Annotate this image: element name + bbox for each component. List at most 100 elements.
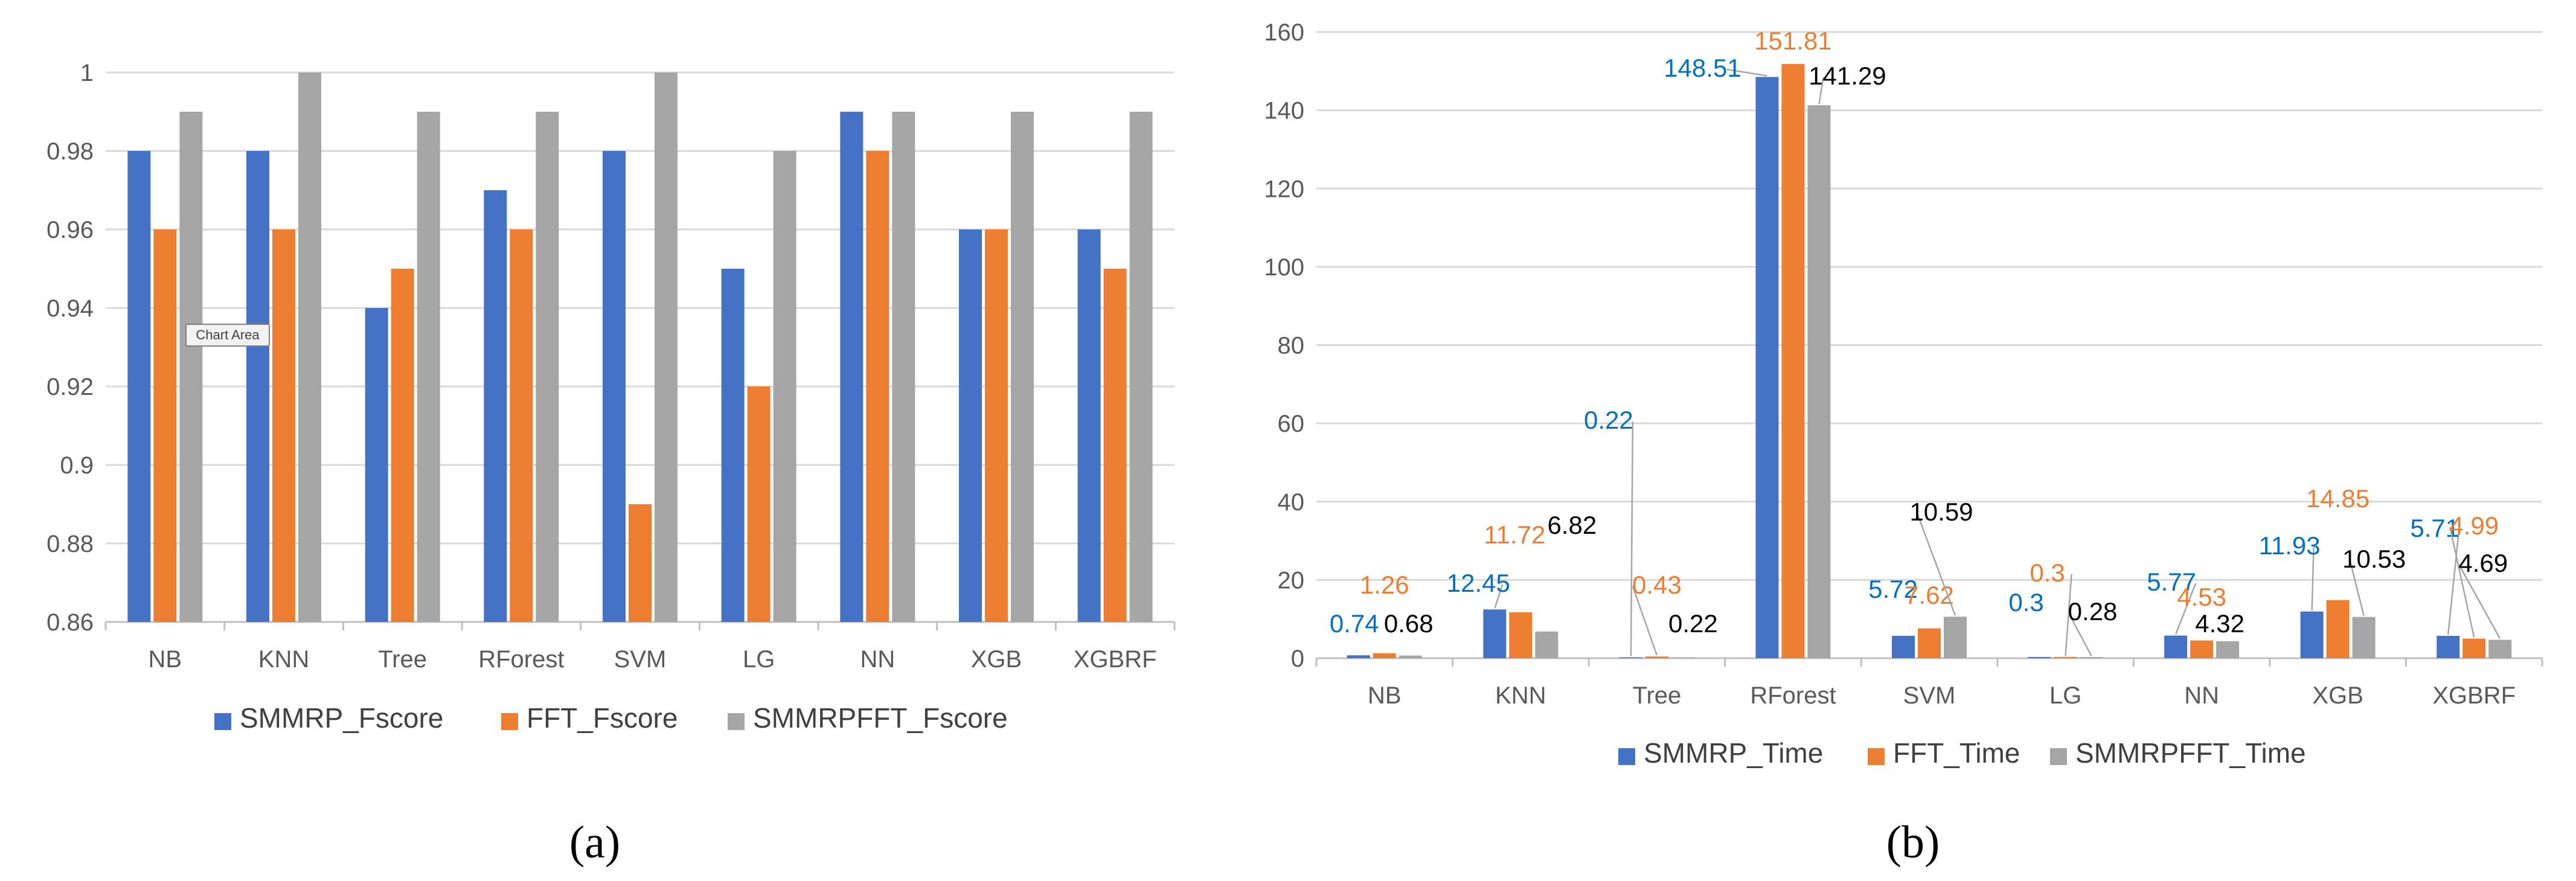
legend-label: SMMRPFFT_Fscore	[753, 702, 1008, 734]
bar	[1011, 112, 1034, 622]
data-label: 10.59	[1909, 498, 1973, 526]
data-label: 5.71	[2410, 514, 2459, 542]
bar	[2080, 657, 2103, 658]
leader-line	[2065, 574, 2072, 656]
y-tick-label: 0.9	[60, 452, 94, 479]
y-tick-label: 40	[1278, 489, 1305, 516]
data-label: 141.29	[1809, 62, 1886, 90]
y-tick-label: 1	[80, 60, 94, 86]
data-label: 0.3	[2008, 588, 2043, 617]
x-tick-label: Tree	[1633, 682, 1682, 709]
bar	[272, 229, 295, 622]
y-tick-label: 160	[1264, 19, 1304, 46]
bar	[840, 112, 863, 622]
y-tick-label: 0.86	[46, 609, 94, 636]
bar	[2054, 657, 2077, 658]
y-tick-label: 0.88	[46, 531, 94, 557]
bar	[1535, 631, 1559, 658]
legend-label: FFT_Fscore	[527, 702, 678, 734]
data-label: 151.81	[1754, 27, 1831, 55]
bar	[153, 229, 177, 622]
data-label: 4.69	[2458, 549, 2508, 577]
data-label: 4.53	[2177, 583, 2226, 611]
chart-area-tooltip-text: Chart Area	[196, 327, 260, 342]
bar	[1755, 77, 1779, 659]
legend-label: SMMRP_Fscore	[240, 702, 443, 734]
data-label: 0.22	[1668, 609, 1718, 638]
legend-label: FFT_Time	[1893, 737, 2020, 769]
y-tick-label: 100	[1264, 254, 1304, 281]
data-label: 0.22	[1584, 406, 1633, 434]
leader-line	[2174, 583, 2197, 635]
x-tick-label: LG	[743, 646, 775, 673]
leader-line	[1632, 586, 1658, 656]
bar	[1918, 628, 1941, 658]
y-tick-label: 80	[1278, 333, 1305, 359]
panel-label: (b)	[1886, 817, 1940, 868]
bar	[892, 112, 915, 622]
x-tick-label: SVM	[1903, 682, 1956, 709]
data-label: 4.99	[2449, 511, 2499, 540]
legend-swatch	[2050, 748, 2067, 765]
data-label: 14.85	[2306, 484, 2369, 513]
x-tick-label: NN	[860, 646, 895, 673]
data-label: 0.74	[1330, 609, 1379, 638]
x-tick-label: XGB	[2312, 682, 2363, 709]
legend-label: SMMRPFFT_Time	[2075, 737, 2306, 769]
data-label: 5.72	[1868, 575, 1918, 603]
bar	[365, 308, 388, 622]
bar	[866, 151, 889, 622]
leader-line	[2068, 612, 2092, 656]
legend-swatch	[728, 713, 745, 730]
bar	[773, 151, 796, 622]
y-tick-label: 120	[1264, 176, 1304, 202]
x-tick-label: NB	[149, 646, 182, 673]
bar	[2300, 611, 2324, 658]
data-label: 0.28	[2068, 597, 2118, 626]
bar	[603, 151, 626, 622]
x-tick-label: Tree	[378, 646, 427, 673]
bar	[2190, 640, 2214, 658]
x-tick-label: KNN	[258, 646, 309, 673]
chart-b-time[interactable]: 0 20 40 60 80 100 120 140 160 NB KNN Tree RForest SVM…	[1264, 19, 2543, 868]
bar	[298, 72, 321, 622]
bar	[1645, 656, 1668, 658]
leader-line	[1726, 68, 1767, 77]
x-tick-label: RForest	[1750, 682, 1836, 709]
chart-a-fscore[interactable]: 0.86 0.88 0.9 0.92 0.94 0.96 0.98 1 NB KNN Tree RFo…	[46, 60, 1176, 868]
bar	[2028, 657, 2051, 658]
data-label: 0.68	[1384, 609, 1434, 638]
bar	[1399, 655, 1422, 658]
legend-label: SMMRP_Time	[1644, 737, 1823, 769]
y-tick-label: 60	[1278, 411, 1305, 437]
bar	[391, 269, 414, 622]
leader-line	[1494, 584, 1504, 609]
bar	[747, 386, 771, 622]
leader-line	[2349, 560, 2365, 617]
bar	[959, 229, 982, 622]
bar	[1347, 655, 1370, 658]
legend-swatch	[1618, 748, 1635, 765]
leader-line	[2458, 564, 2501, 639]
x-tick-label: SVM	[614, 646, 667, 673]
bar	[2164, 635, 2188, 658]
leader-line	[1630, 421, 1634, 656]
bar	[127, 151, 151, 622]
bar	[417, 112, 440, 622]
leader-line	[2447, 529, 2460, 635]
x-tick-label: XGBRF	[1074, 646, 1157, 673]
bar	[2462, 638, 2486, 658]
leader-line	[1916, 513, 1956, 616]
bar	[2437, 635, 2460, 658]
legend-swatch	[1868, 748, 1885, 765]
bar	[1807, 105, 1831, 659]
y-tick-label: 0.98	[46, 138, 94, 165]
bar	[484, 190, 507, 622]
x-tick-label: NB	[1368, 682, 1402, 709]
bar	[629, 504, 652, 622]
x-tick-label: RForest	[478, 646, 564, 673]
bar	[1103, 269, 1127, 622]
bar	[2352, 617, 2376, 658]
bar	[2216, 641, 2240, 658]
